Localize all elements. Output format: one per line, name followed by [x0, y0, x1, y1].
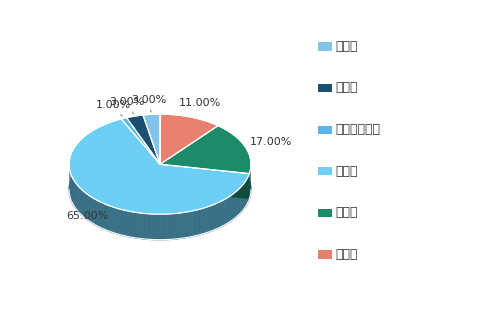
Polygon shape [186, 211, 191, 237]
Text: 11.00%: 11.00% [179, 98, 221, 108]
Polygon shape [126, 115, 160, 164]
Text: 沸水堆: 沸水堆 [335, 206, 357, 219]
Polygon shape [69, 140, 251, 240]
Text: 17.00%: 17.00% [250, 137, 292, 147]
Polygon shape [75, 182, 77, 210]
Polygon shape [247, 176, 248, 204]
Text: 1.00%: 1.00% [96, 100, 130, 116]
Polygon shape [144, 213, 150, 239]
Polygon shape [71, 175, 72, 203]
Polygon shape [178, 213, 182, 239]
Polygon shape [92, 197, 96, 225]
Polygon shape [69, 119, 250, 214]
Polygon shape [246, 178, 247, 206]
Polygon shape [168, 214, 173, 239]
Polygon shape [106, 204, 110, 231]
Polygon shape [160, 164, 250, 199]
Text: 3.00%: 3.00% [132, 95, 166, 112]
Polygon shape [96, 199, 99, 227]
Polygon shape [248, 173, 250, 201]
Polygon shape [74, 180, 75, 208]
Polygon shape [99, 201, 102, 228]
Polygon shape [164, 214, 168, 240]
Polygon shape [118, 208, 122, 235]
Polygon shape [126, 211, 131, 237]
Polygon shape [240, 186, 242, 213]
Polygon shape [244, 181, 246, 209]
Polygon shape [140, 213, 144, 239]
Polygon shape [200, 208, 204, 235]
Polygon shape [220, 200, 223, 227]
Polygon shape [229, 194, 232, 222]
Text: 65.00%: 65.00% [66, 210, 108, 220]
Polygon shape [70, 172, 71, 200]
Polygon shape [154, 214, 159, 240]
Polygon shape [238, 188, 240, 216]
Text: 重水堆: 重水堆 [335, 248, 357, 261]
Polygon shape [110, 206, 114, 233]
Polygon shape [196, 209, 200, 236]
Polygon shape [114, 207, 118, 234]
Polygon shape [232, 192, 235, 220]
Polygon shape [216, 202, 220, 229]
Text: 水冷堆: 水冷堆 [335, 40, 357, 53]
Polygon shape [79, 187, 82, 215]
Polygon shape [159, 214, 164, 240]
Polygon shape [191, 210, 196, 237]
Polygon shape [160, 126, 251, 173]
Polygon shape [204, 207, 208, 233]
Polygon shape [86, 193, 89, 221]
Polygon shape [160, 114, 218, 164]
Polygon shape [182, 212, 186, 238]
Polygon shape [242, 183, 244, 211]
Polygon shape [72, 177, 74, 205]
Text: 3.00%: 3.00% [110, 97, 144, 114]
Polygon shape [223, 198, 226, 226]
Polygon shape [84, 191, 86, 219]
Polygon shape [143, 114, 160, 164]
Polygon shape [226, 197, 229, 224]
Polygon shape [131, 212, 136, 238]
Polygon shape [82, 189, 84, 217]
Polygon shape [208, 205, 212, 232]
Polygon shape [212, 204, 216, 231]
Polygon shape [173, 213, 178, 239]
Polygon shape [235, 190, 238, 218]
Text: 气冷堆: 气冷堆 [335, 81, 357, 95]
Text: 快中子反应堆: 快中子反应堆 [335, 123, 380, 136]
Polygon shape [77, 184, 79, 212]
Polygon shape [150, 214, 154, 239]
Polygon shape [122, 118, 160, 164]
Polygon shape [89, 195, 92, 223]
Polygon shape [160, 164, 250, 199]
Polygon shape [136, 212, 140, 238]
Polygon shape [102, 203, 106, 230]
Polygon shape [122, 210, 126, 236]
Text: 压水堆: 压水堆 [335, 165, 357, 178]
